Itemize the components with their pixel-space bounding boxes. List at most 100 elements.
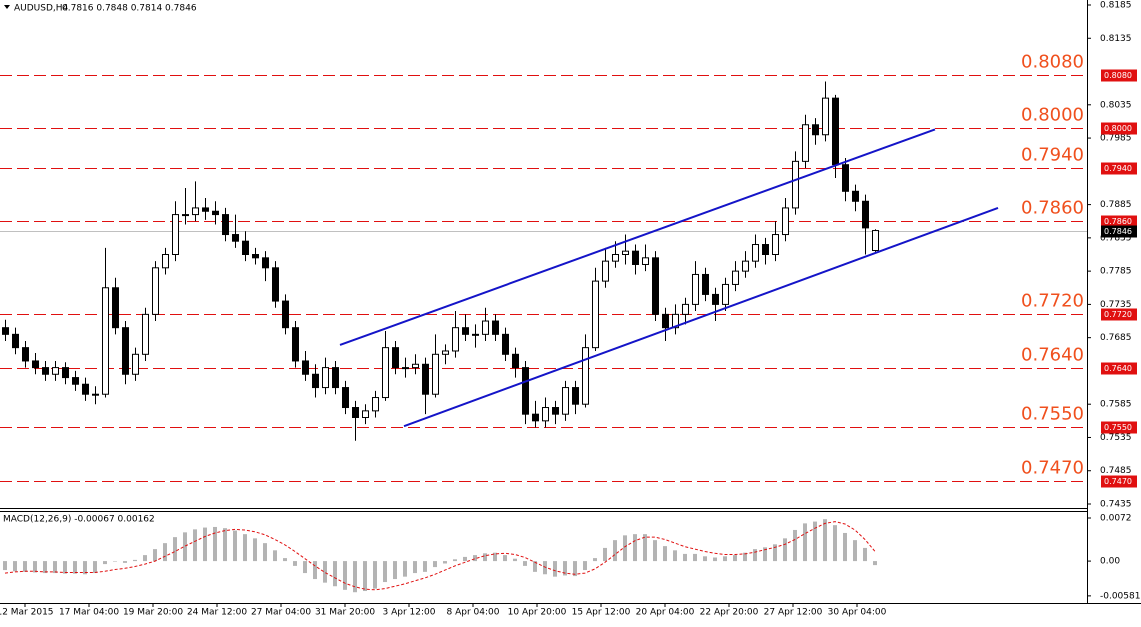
macd-bar bbox=[293, 561, 297, 566]
candle-body bbox=[62, 367, 69, 379]
level-label: 0.7720 bbox=[1021, 291, 1084, 312]
macd-bar bbox=[553, 561, 557, 577]
macd-bar bbox=[673, 550, 677, 562]
candle-body bbox=[862, 200, 869, 229]
macd-bar bbox=[783, 538, 787, 562]
y-tick-label: 0.7685 bbox=[1100, 333, 1132, 343]
macd-bar bbox=[123, 561, 127, 563]
macd-bar bbox=[703, 556, 707, 562]
x-tick-label: 22 Apr 20:00 bbox=[700, 608, 759, 618]
macd-bar bbox=[503, 555, 507, 562]
candle-body bbox=[132, 353, 139, 375]
candle-body bbox=[422, 363, 429, 395]
macd-signal bbox=[4, 521, 876, 591]
candle-body bbox=[22, 347, 29, 362]
candle-body bbox=[722, 283, 729, 305]
level-price-label: 0.7470 bbox=[1104, 477, 1132, 486]
candle-body bbox=[352, 407, 359, 419]
candle-body bbox=[312, 373, 319, 389]
macd-y-tick-label: 0.00 bbox=[1100, 557, 1120, 567]
macd-bar bbox=[613, 540, 617, 562]
macd-bar bbox=[23, 561, 27, 572]
level-price-label: 0.7940 bbox=[1104, 164, 1132, 173]
macd-bar bbox=[443, 561, 447, 564]
x-tick-label: 10 Apr 20:00 bbox=[508, 608, 567, 618]
candle-body bbox=[102, 287, 109, 395]
macd-title: MACD(12,26,9) -0.00067 0.00162 bbox=[3, 515, 155, 525]
candle-body bbox=[762, 244, 769, 256]
macd-bar bbox=[363, 561, 367, 592]
level-label: 0.7940 bbox=[1021, 145, 1084, 166]
level-label: 0.7550 bbox=[1021, 404, 1084, 425]
candle-body bbox=[202, 207, 209, 212]
candle-body bbox=[262, 257, 269, 269]
channel-line bbox=[339, 128, 936, 346]
candle-body bbox=[662, 313, 669, 329]
macd-bar bbox=[13, 561, 17, 572]
candle-body bbox=[692, 273, 699, 305]
menu-arrow[interactable] bbox=[4, 5, 10, 9]
level-price-label: 0.7550 bbox=[1104, 423, 1132, 432]
candle-body bbox=[342, 387, 349, 409]
macd-bar bbox=[763, 547, 767, 562]
macd-bar bbox=[483, 553, 487, 562]
candle-body bbox=[272, 267, 279, 302]
y-tick-label: 0.7885 bbox=[1100, 200, 1132, 210]
macd-bar bbox=[793, 529, 797, 562]
macd-bar bbox=[183, 532, 187, 562]
macd-bar bbox=[733, 555, 737, 562]
candle-body bbox=[182, 214, 189, 217]
level-label: 0.7470 bbox=[1021, 458, 1084, 479]
macd-bar bbox=[373, 561, 377, 589]
candle-body bbox=[52, 367, 59, 375]
current-price-box bbox=[1101, 225, 1137, 238]
macd-bar bbox=[303, 561, 307, 574]
y-tick-label: 0.7485 bbox=[1100, 466, 1132, 476]
level-price-label: 0.7720 bbox=[1104, 310, 1132, 319]
macd-bar bbox=[643, 534, 647, 562]
macd-bar bbox=[723, 556, 727, 562]
macd-bar bbox=[103, 561, 107, 565]
candle-body bbox=[772, 234, 779, 255]
candle-body bbox=[682, 303, 689, 315]
channel-line bbox=[403, 206, 999, 428]
candle-body bbox=[812, 124, 819, 136]
candle-body bbox=[222, 214, 229, 236]
macd-bar bbox=[583, 561, 587, 571]
candle-body bbox=[2, 327, 9, 335]
macd-bar bbox=[693, 553, 697, 562]
candle-body bbox=[382, 347, 389, 399]
x-tick-label: 12 Mar 2015 bbox=[0, 608, 54, 618]
macd-bar bbox=[93, 561, 97, 574]
candle-body bbox=[742, 260, 749, 272]
candle-body bbox=[572, 387, 579, 405]
macd-bar bbox=[283, 558, 287, 562]
candle-body bbox=[162, 254, 169, 269]
candle-body bbox=[582, 347, 589, 405]
x-tick-label: 27 Apr 12:00 bbox=[764, 608, 823, 618]
candle-body bbox=[82, 383, 89, 395]
macd-bar bbox=[843, 532, 847, 562]
macd-bar bbox=[383, 561, 387, 583]
macd-bar bbox=[33, 561, 37, 573]
x-tick-label: 24 Mar 12:00 bbox=[187, 608, 247, 618]
macd-bar bbox=[393, 561, 397, 580]
candle-body bbox=[12, 333, 19, 349]
macd-bar bbox=[513, 558, 517, 562]
level-price-box bbox=[1101, 421, 1137, 434]
macd-bar bbox=[233, 530, 237, 562]
candle-body bbox=[362, 410, 369, 419]
candle-body bbox=[442, 350, 449, 355]
candle-body bbox=[782, 207, 789, 236]
candle-body bbox=[562, 387, 569, 415]
candle-body bbox=[522, 367, 529, 415]
level-price-box bbox=[1101, 362, 1137, 375]
candle-body bbox=[402, 367, 409, 370]
macd-bar bbox=[173, 537, 177, 562]
macd-bar bbox=[203, 527, 207, 562]
level-price-label: 0.7640 bbox=[1104, 364, 1132, 373]
candle-body bbox=[192, 207, 199, 216]
candle-body bbox=[802, 124, 809, 162]
macd-bar bbox=[313, 561, 317, 580]
macd-bar bbox=[833, 525, 837, 562]
